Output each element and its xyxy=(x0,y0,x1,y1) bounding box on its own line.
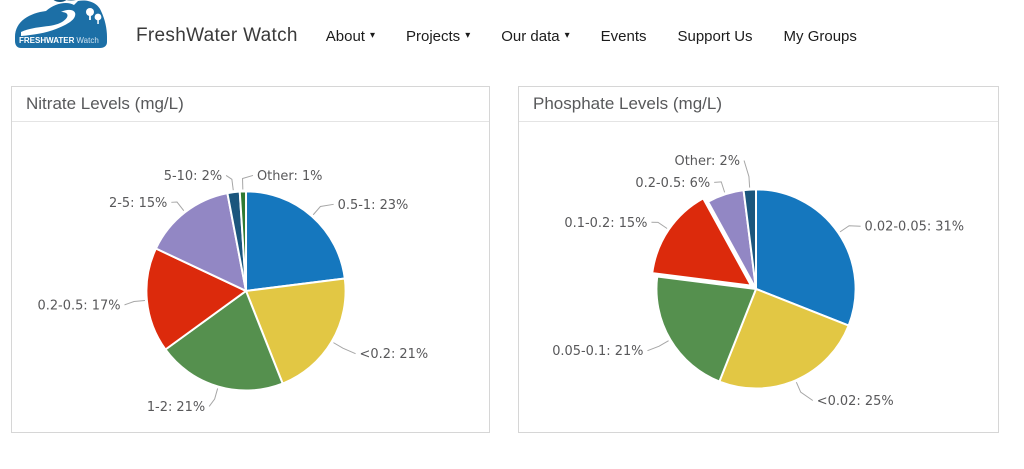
slice-label: 0.02-0.05: 31% xyxy=(865,220,965,235)
nav-item-my-groups[interactable]: My Groups xyxy=(784,28,857,45)
nav-item-about[interactable]: About ▾ xyxy=(326,28,375,45)
pie-slice-other[interactable] xyxy=(742,188,758,290)
slice-label: 1-2: 21% xyxy=(147,400,205,415)
nitrate-panel-title: Nitrate Levels (mg/L) xyxy=(12,87,489,122)
slice-label: 2-5: 15% xyxy=(109,196,167,211)
slice-label: <0.02: 25% xyxy=(817,394,894,409)
nav-item-label: Events xyxy=(600,27,647,45)
logo-wordmark: FRESHWATER Watch xyxy=(19,36,99,45)
label-connector xyxy=(208,388,219,407)
label-connector xyxy=(312,203,334,216)
charts-row: Nitrate Levels (mg/L) 0.5-1: 23% <0.2: 21… xyxy=(0,86,1024,433)
label-connector xyxy=(124,300,145,306)
label-connector xyxy=(333,342,356,355)
nav-item-label: Projects xyxy=(406,27,461,45)
slice-label: Other: 2% xyxy=(675,154,741,169)
label-connector xyxy=(171,201,185,211)
nav-item-support-us[interactable]: Support Us xyxy=(677,28,752,45)
nav-item-label: My Groups xyxy=(783,27,857,45)
pie-slice-0.02-0.05[interactable] xyxy=(755,188,857,327)
slice-label: 0.2-0.5: 6% xyxy=(635,176,710,191)
nav-item-events[interactable]: Events xyxy=(601,28,647,45)
label-connector xyxy=(714,181,726,193)
slice-label: 5-10: 2% xyxy=(164,169,222,184)
pie-slice-other[interactable] xyxy=(238,190,248,292)
freshwater-watch-logo-icon: FRESHWATER Watch xyxy=(15,0,107,48)
top-navigation: FRESHWATER Watch FreshWater Watch About ▾ P… xyxy=(0,0,1024,72)
caret-down-icon: ▾ xyxy=(564,30,570,41)
pie-slice-0.2-0.5[interactable] xyxy=(145,247,248,351)
caret-down-icon: ▾ xyxy=(369,30,375,41)
pie-slice-2-5[interactable] xyxy=(154,192,248,292)
phosphate-pie-chart: 0.02-0.05: 31% <0.02: 25% 0.05-0.1: 21% 0.1… xyxy=(552,154,965,409)
pie-slice-0.5-1[interactable] xyxy=(245,190,346,292)
slice-label: <0.2: 21% xyxy=(360,347,429,362)
nav-item-label: Support Us xyxy=(677,27,753,45)
label-connector xyxy=(242,174,254,190)
pie-slice-1-2[interactable] xyxy=(164,289,284,392)
label-connector xyxy=(225,175,234,191)
pie-slice-0.05-0.1[interactable] xyxy=(655,275,758,383)
label-connector xyxy=(651,221,668,229)
phosphate-panel: Phosphate Levels (mg/L) 0.02-0.05: 31% <0… xyxy=(518,86,999,433)
nav-item-projects[interactable]: Projects ▾ xyxy=(406,28,470,45)
nav-item-our-data[interactable]: Our data ▾ xyxy=(501,28,569,45)
label-connector xyxy=(743,160,751,188)
label-connector xyxy=(839,225,861,233)
nitrate-pie-chart: 0.5-1: 23% <0.2: 21% 1-2: 21% 0.2-0.5: 17% 2… xyxy=(37,169,429,415)
label-connector xyxy=(795,381,814,401)
pie-slice-0.1-0.2[interactable] xyxy=(651,197,753,287)
brand-logo[interactable]: FRESHWATER Watch xyxy=(8,0,120,72)
nav-item-label: About xyxy=(325,27,365,45)
site-title[interactable]: FreshWater Watch xyxy=(136,25,298,46)
tree-icon xyxy=(86,8,102,24)
nav-item-label: Our data xyxy=(501,27,560,45)
slice-label: 0.5-1: 23% xyxy=(338,198,409,213)
nav-menu: About ▾ Projects ▾ Our data ▾ Events Support Us… xyxy=(326,28,857,45)
pie-slice--0.2[interactable] xyxy=(245,277,347,385)
pie-slice--0.02[interactable] xyxy=(718,287,850,390)
phosphate-panel-title: Phosphate Levels (mg/L) xyxy=(519,87,998,122)
caret-down-icon: ▾ xyxy=(465,30,471,41)
slice-label: 0.1-0.2: 15% xyxy=(564,216,647,231)
slice-label: 0.05-0.1: 21% xyxy=(552,344,643,359)
nitrate-panel: Nitrate Levels (mg/L) 0.5-1: 23% <0.2: 21… xyxy=(11,86,490,433)
label-connector xyxy=(647,340,669,352)
slice-label: Other: 1% xyxy=(257,169,323,184)
slice-label: 0.2-0.5: 17% xyxy=(37,298,120,313)
